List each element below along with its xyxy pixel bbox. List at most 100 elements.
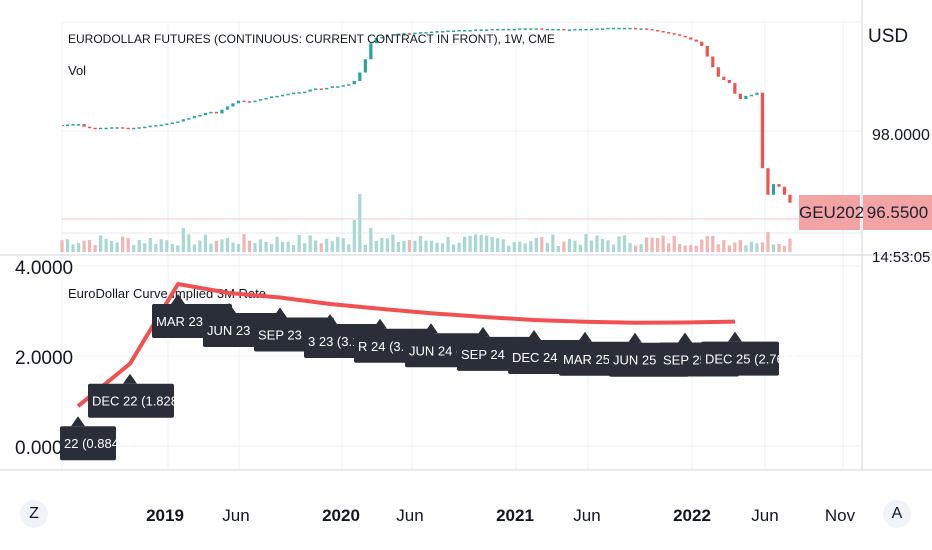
- price-candle: [292, 92, 296, 95]
- price-candle: [446, 30, 450, 33]
- price-candle: [523, 28, 527, 30]
- volume-bar: [744, 245, 748, 252]
- volume-bar: [600, 238, 605, 252]
- price-candle: [187, 118, 191, 120]
- volume-bar: [656, 238, 660, 252]
- volume-bar: [479, 234, 483, 252]
- price-candle: [589, 28, 594, 31]
- point-label: R 24 (3.: [358, 339, 404, 354]
- volume-bar: [424, 240, 428, 252]
- volume-bar: [667, 243, 671, 252]
- volume-bar: [523, 243, 527, 252]
- price-candle: [407, 33, 412, 35]
- volume-bar: [159, 239, 163, 252]
- price-candle: [209, 111, 213, 114]
- label-pointer: [71, 416, 85, 427]
- volume-bar: [727, 245, 731, 252]
- point-label: JUN 24 (2.: [409, 343, 471, 358]
- volume-bar: [87, 239, 92, 252]
- price-candle: [788, 194, 792, 203]
- volume-bar: [584, 234, 588, 252]
- x-tick-label: Jun: [573, 506, 600, 525]
- volume-bar: [722, 240, 726, 252]
- volume-bar: [518, 241, 522, 252]
- price-candle: [600, 28, 605, 30]
- price-candle: [297, 92, 301, 94]
- volume-bar: [121, 236, 125, 252]
- price-candle: [385, 35, 389, 37]
- volume-bar: [319, 243, 323, 252]
- volume-bar: [562, 241, 566, 252]
- price-candle: [595, 28, 599, 30]
- x-tick-label: Jun: [396, 506, 423, 525]
- price-candle: [711, 56, 715, 68]
- price-candle: [391, 34, 395, 36]
- price-candle: [110, 127, 114, 129]
- volume-bar: [402, 240, 406, 252]
- price-candle: [551, 28, 555, 31]
- price-candle: [358, 72, 362, 81]
- x-tick-label: 2019: [146, 506, 184, 525]
- price-candle: [463, 29, 467, 32]
- volume-bar: [176, 245, 180, 252]
- price-candle: [325, 87, 329, 90]
- price-candle: [303, 91, 307, 94]
- price-candle: [440, 31, 445, 33]
- price-candle: [656, 29, 660, 32]
- price-candle: [716, 67, 720, 77]
- volume-bar: [661, 235, 665, 252]
- price-candle: [181, 119, 185, 122]
- volume-bar: [236, 243, 241, 252]
- volume-bar: [689, 245, 693, 252]
- point-label: DEC 25 (2.765): [705, 352, 795, 367]
- volume-bar: [440, 243, 445, 252]
- last-price-badge: 96.5500: [863, 195, 932, 230]
- volume-bar: [126, 238, 130, 252]
- price-candle: [347, 84, 351, 86]
- price-candle: [380, 36, 384, 39]
- volume-bar: [611, 244, 616, 252]
- label-pointer: [678, 332, 692, 343]
- volume-bar: [694, 245, 698, 252]
- price-candle: [165, 123, 169, 126]
- scroll-left-button[interactable]: Z: [20, 500, 48, 528]
- volume-bar: [639, 244, 643, 252]
- price-candle: [82, 124, 86, 127]
- volume-bar: [645, 237, 649, 252]
- price-candle: [65, 124, 70, 127]
- price-candle: [413, 32, 417, 35]
- volume-bar: [275, 236, 279, 252]
- price-candle: [170, 122, 174, 124]
- volume-bar: [347, 244, 351, 252]
- volume-bar: [220, 239, 224, 252]
- price-candle: [214, 111, 219, 114]
- price-candle: [314, 88, 318, 90]
- volume-bar: [567, 238, 571, 252]
- price-candle: [633, 27, 638, 30]
- price-candle: [281, 94, 285, 97]
- price-candle: [733, 83, 737, 94]
- price-candle: [512, 28, 516, 31]
- price-candle: [275, 95, 279, 98]
- volume-bar: [556, 245, 560, 252]
- price-candle: [766, 168, 770, 195]
- price-candle: [556, 28, 560, 31]
- price-candle: [667, 32, 671, 34]
- volume-bar: [650, 237, 654, 252]
- price-candle: [617, 27, 621, 30]
- price-candle: [87, 126, 92, 129]
- volume-bar: [501, 239, 505, 252]
- price-candle: [154, 125, 158, 127]
- volume-bar: [71, 244, 75, 252]
- volume-bar: [534, 237, 538, 252]
- price-candle: [159, 124, 163, 127]
- price-candle: [744, 95, 748, 100]
- label-pointer: [373, 318, 387, 329]
- price-candle: [242, 100, 246, 103]
- label-pointer: [123, 373, 137, 384]
- price-candle: [258, 99, 263, 101]
- volume-bar: [99, 235, 103, 252]
- scroll-right-button[interactable]: A: [883, 500, 911, 528]
- volume-bar: [485, 235, 489, 252]
- x-tick-label: 2021: [496, 506, 534, 525]
